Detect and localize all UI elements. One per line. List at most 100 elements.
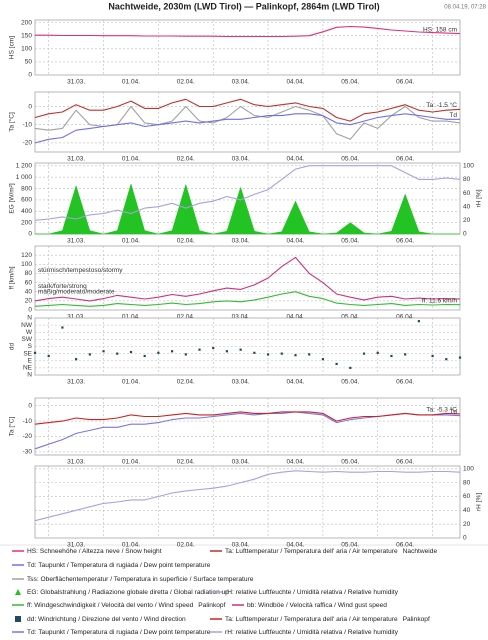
y-tick-label: E	[28, 357, 33, 364]
data-point	[321, 358, 325, 361]
legend-marker	[15, 589, 21, 595]
x-tick-label: 04.04.	[286, 379, 304, 386]
y-tick-label: 80	[25, 270, 33, 277]
y-tick-label: 120	[21, 252, 32, 259]
x-tick-label: 01.04.	[122, 379, 140, 386]
data-point	[362, 352, 366, 355]
data-point	[88, 353, 91, 356]
x-tick-label: 04.04.	[286, 238, 304, 245]
x-tick-label: 02.04.	[177, 238, 195, 245]
x-tick-label: 04.04.	[286, 79, 304, 86]
x-tick-label: 02.04.	[177, 79, 195, 86]
y-tick-label: 200	[21, 219, 32, 226]
y-tick-label: 0	[28, 103, 32, 110]
y2-tick-label: 60	[463, 190, 471, 197]
x-tick-label: 01.04.	[122, 542, 140, 549]
data-point	[129, 350, 133, 354]
y2-tick-label: 100	[463, 465, 474, 472]
x-tick-label: 31.03.	[67, 156, 85, 163]
data-point	[308, 353, 311, 356]
data-point	[294, 354, 297, 357]
x-tick-label: 03.04.	[232, 156, 250, 163]
x-tick-label: 01.04.	[122, 459, 140, 466]
data-point	[33, 351, 37, 354]
data-line	[35, 25, 461, 38]
y-tick-label: W	[26, 329, 33, 336]
y2-tick-label: 20	[463, 521, 471, 528]
legend-label: EG: Globalstrahlung / Radiazione globale…	[27, 589, 229, 596]
x-tick-label: 05.04.	[341, 156, 359, 163]
x-tick-label: 05.04.	[341, 542, 359, 549]
data-point	[170, 350, 174, 353]
y-tick-label: -20	[23, 140, 33, 147]
legend-label: rH: relative Luftfeuchte / Umidità relat…	[225, 629, 399, 636]
legend-label: bb: Windböe / Velocità raffica / Wind gu…	[247, 602, 387, 609]
x-tick-label: 06.04.	[396, 314, 414, 321]
y-tick-label: -10	[23, 121, 33, 128]
timestamp: 08.04.19, 07:28	[444, 5, 486, 11]
data-line	[34, 256, 461, 302]
data-point	[335, 362, 338, 366]
y-tick-label: -30	[23, 449, 33, 456]
data-line	[34, 291, 461, 307]
y-tick-label: 0	[28, 231, 32, 238]
x-tick-label: 01.04.	[122, 314, 140, 321]
x-tick-label: 05.04.	[341, 79, 359, 86]
data-point	[102, 350, 105, 353]
chart-title: Nachtweide, 2030m (LWD Tirol) — Palinkop…	[108, 1, 379, 11]
x-tick-label: 03.04.	[232, 79, 250, 86]
data-point	[253, 351, 256, 354]
x-tick-label: 06.04.	[396, 459, 414, 466]
x-tick-label: 05.04.	[341, 379, 359, 386]
y-tick-label: SW	[22, 336, 33, 343]
y2-tick-label: 40	[463, 203, 471, 210]
y2-tick-label: 80	[463, 176, 471, 183]
legend-label: Td: Taupunkt / Temperatura di rugiada / …	[27, 562, 211, 569]
data-line	[34, 113, 460, 144]
y-tick-label: N	[27, 315, 32, 322]
x-tick-label: 02.04.	[177, 156, 195, 163]
x-tick-label: 06.04.	[396, 379, 414, 386]
y-axis-label: ff [km/h]	[9, 266, 16, 289]
data-line	[34, 98, 461, 122]
y-tick-label: N	[27, 372, 32, 379]
x-tick-label: 31.03.	[67, 542, 85, 549]
data-point	[417, 320, 420, 323]
y-tick-label: -20	[23, 433, 33, 440]
y-tick-label: SE	[23, 350, 32, 357]
x-tick-label: 02.04.	[177, 379, 195, 386]
end-label: Td	[449, 112, 457, 119]
data-point	[212, 346, 215, 350]
data-point	[225, 350, 229, 353]
y2-tick-label: 20	[463, 217, 471, 224]
data-point	[390, 354, 393, 358]
data-point	[349, 366, 352, 369]
legend-station: Nachtweide	[403, 548, 438, 555]
data-point	[239, 348, 242, 351]
x-tick-label: 04.04.	[286, 156, 304, 163]
y2-tick-label: 80	[463, 479, 471, 486]
data-point	[376, 351, 379, 354]
data-point	[184, 353, 187, 356]
legend-label: dd: Windrichtung / Direzione del vento /…	[27, 616, 186, 623]
end-label: Ta: -1.5 °C	[426, 101, 457, 109]
data-point	[116, 352, 119, 355]
data-point	[47, 354, 50, 358]
x-tick-label: 05.04.	[341, 314, 359, 321]
y2-tick-label: 0	[463, 231, 467, 238]
y-axis-label: dd	[9, 343, 16, 351]
x-tick-label: 06.04.	[396, 79, 414, 86]
data-point	[198, 348, 201, 351]
x-tick-label: 02.04.	[177, 459, 195, 466]
legend-label: rH: relative Luftfeuchte / Umidità relat…	[225, 589, 399, 596]
x-tick-label: 03.04.	[232, 238, 250, 245]
legend-label: Ta: Lufttemperatur / Temperatura dell' a…	[225, 616, 398, 623]
data-point	[458, 356, 462, 359]
x-tick-label: 03.04.	[232, 542, 250, 549]
x-tick-label: 01.04.	[122, 238, 140, 245]
x-tick-label: 05.04.	[341, 238, 359, 245]
legend-marker	[15, 616, 21, 622]
y-tick-label: 0	[28, 307, 32, 314]
y2-tick-label: 60	[463, 493, 471, 500]
